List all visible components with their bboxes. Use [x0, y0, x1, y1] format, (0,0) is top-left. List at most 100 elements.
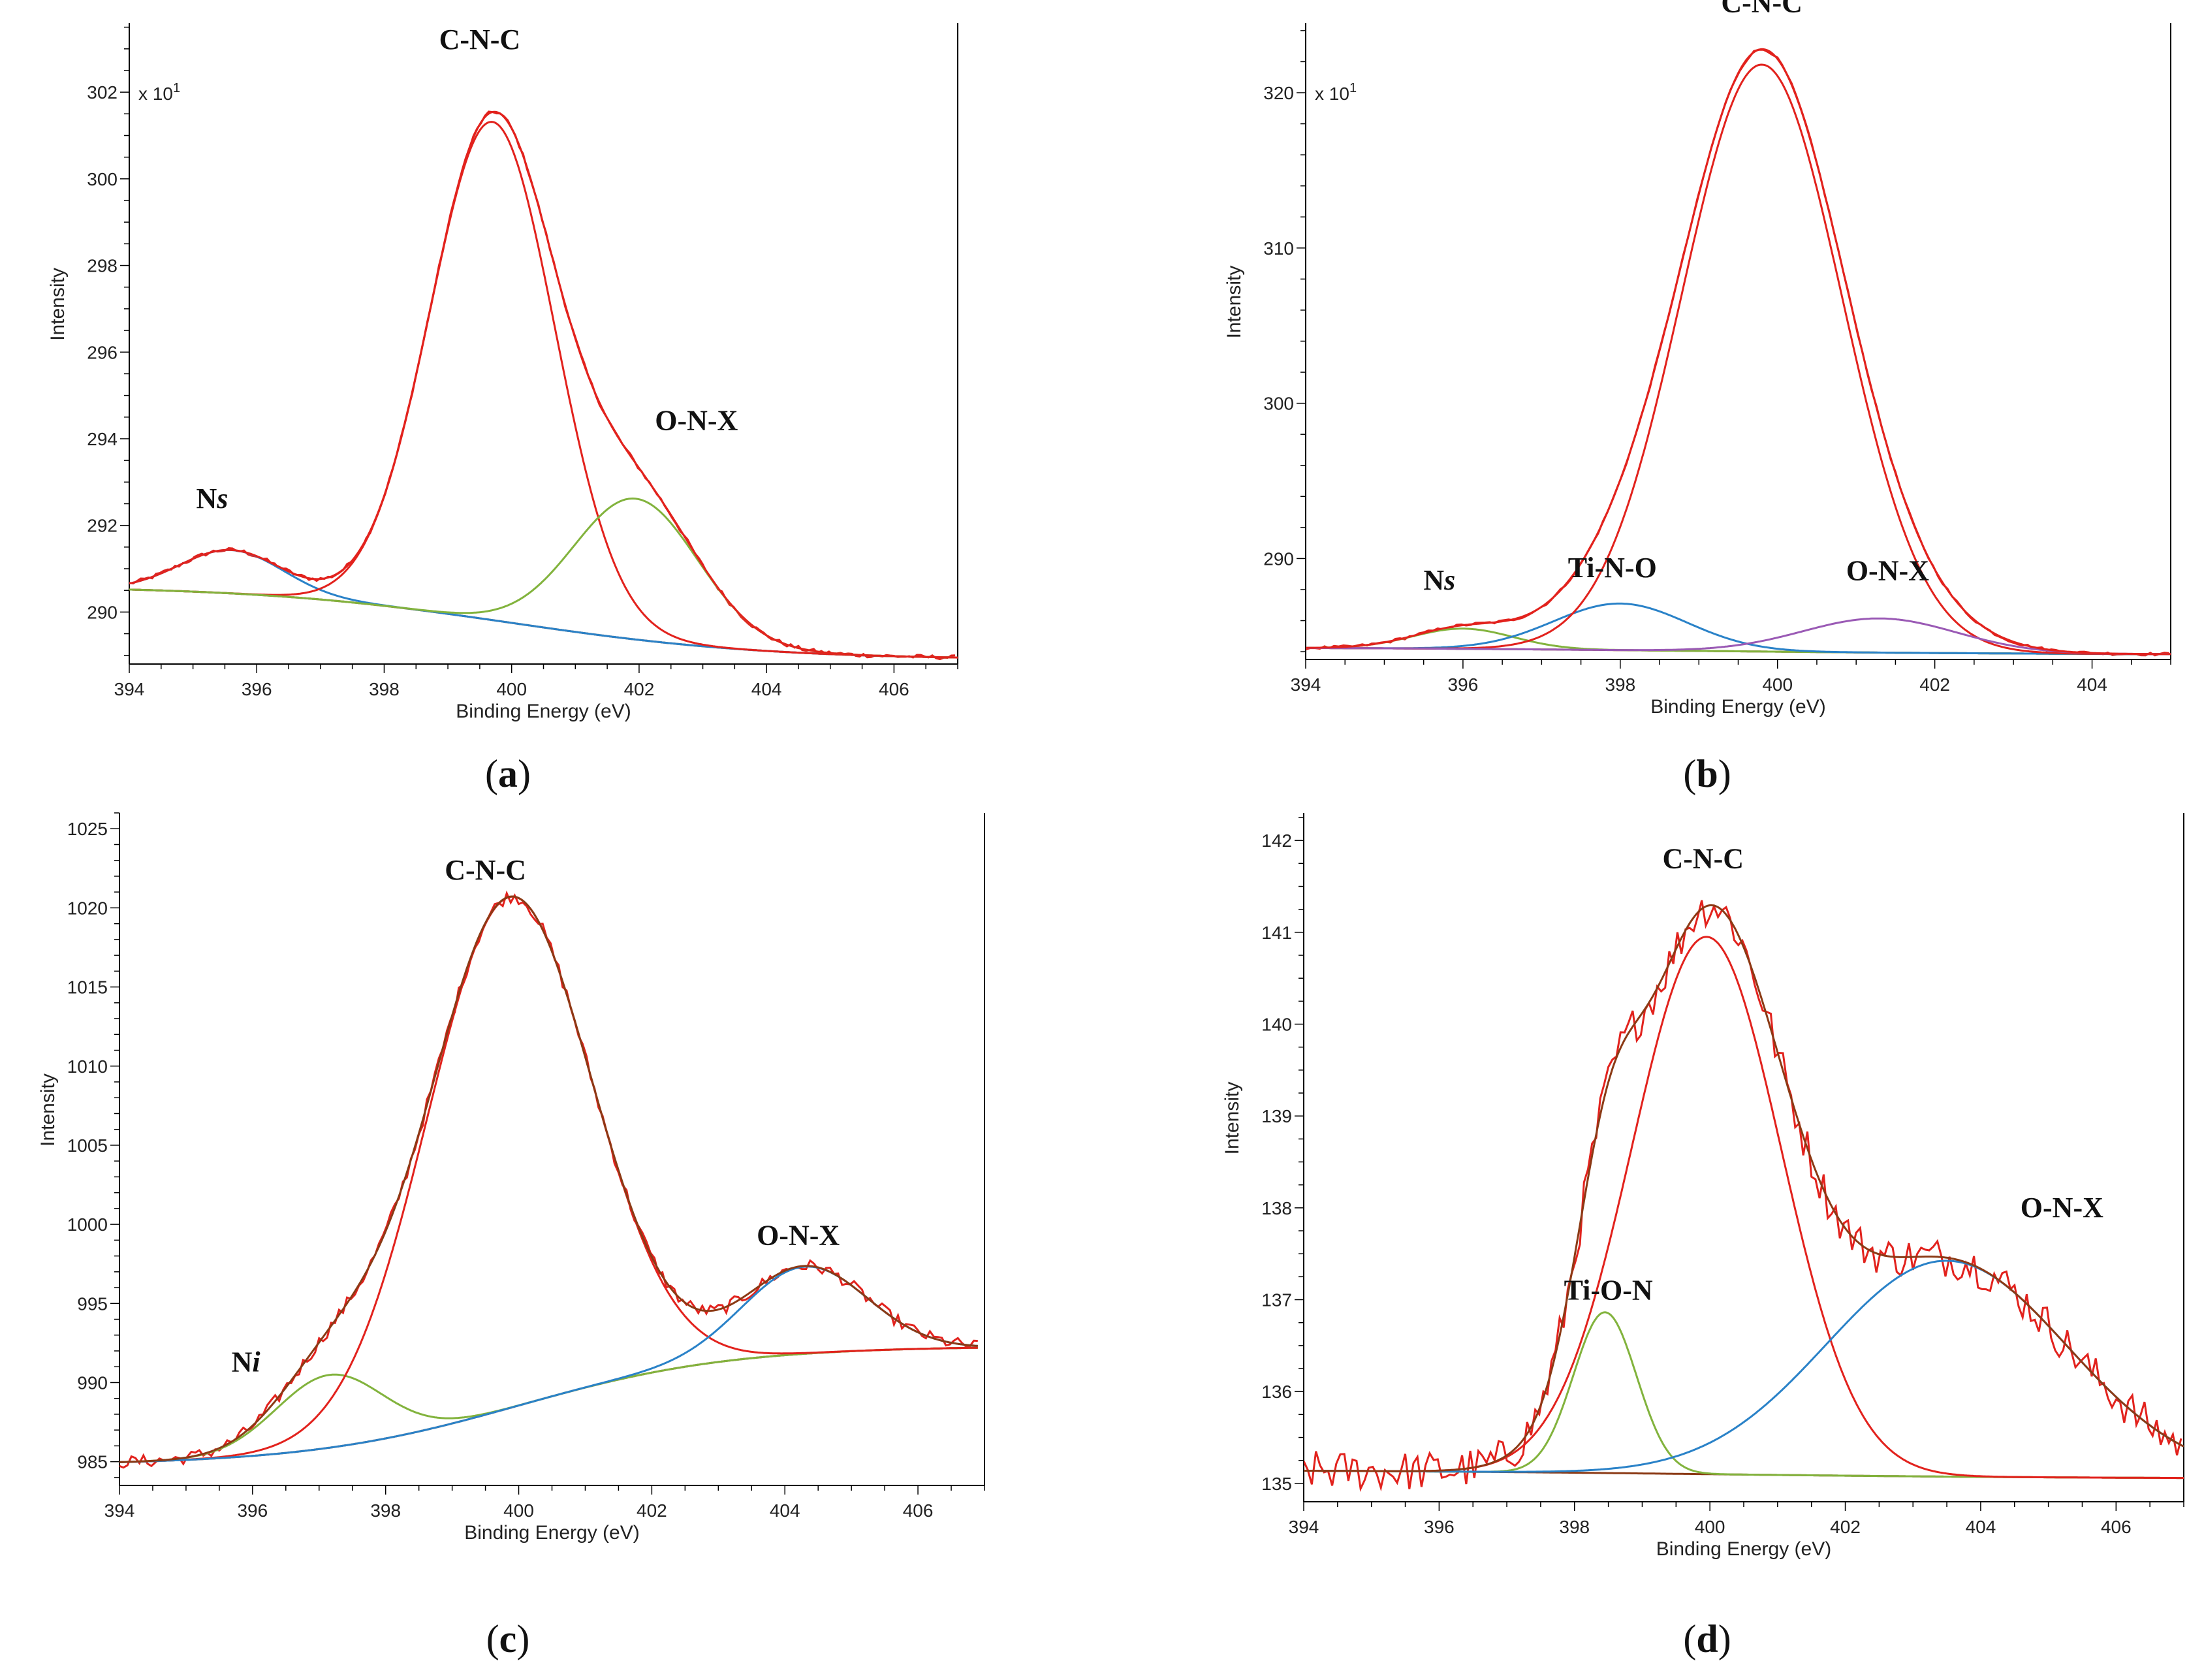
y-tick-label: 1005	[67, 1135, 108, 1156]
panel-label: (a)	[485, 752, 531, 795]
x-axis-title: Binding Energy (eV)	[1656, 1538, 1831, 1560]
x-tick-label: 404	[1966, 1517, 1996, 1537]
peak-label: Ns	[1423, 564, 1455, 596]
peak-label: C-N-C	[445, 854, 526, 886]
y-tick-label: 141	[1261, 923, 1292, 943]
y-tick-label: 292	[87, 516, 118, 536]
y-tick-label: 995	[77, 1293, 108, 1314]
x-tick-label: 394	[1291, 674, 1321, 695]
raw-spectrum-line	[129, 110, 956, 661]
panel-label: (b)	[1683, 752, 1731, 795]
peak-label: O-N-X	[2021, 1192, 2103, 1224]
x-tick-label: 402	[1919, 674, 1950, 695]
peak-label: Ns	[196, 483, 228, 515]
y-tick-label: 136	[1261, 1382, 1292, 1402]
y-tick-label: 300	[1263, 394, 1294, 414]
y-tick-label: 310	[1263, 238, 1294, 259]
background-line	[129, 588, 958, 659]
x-tick-label: 394	[104, 1500, 135, 1521]
y-tick-label: 135	[1261, 1474, 1292, 1494]
y-axis-title: Intensity	[47, 268, 69, 341]
y-tick-label: 1025	[67, 819, 108, 839]
y-tick-label: 1000	[67, 1214, 108, 1235]
peak-label: C-N-C	[1721, 0, 1803, 18]
fit-envelope-line	[1306, 48, 2171, 656]
x-tick-label: 400	[496, 679, 527, 699]
x-tick-label: 400	[1695, 1517, 1725, 1537]
x-tick-label: 400	[1762, 674, 1793, 695]
component-peak-o-n-x	[1306, 617, 2171, 656]
y-axis-title: Intensity	[37, 1073, 59, 1147]
peak-label: C-N-C	[439, 24, 521, 55]
y-tick-label: 294	[87, 429, 118, 449]
x-tick-label: 402	[1830, 1517, 1861, 1537]
x-tick-label: 396	[1448, 674, 1479, 695]
plot-area	[129, 110, 958, 661]
x-axis-title: Binding Energy (eV)	[456, 701, 631, 722]
x-axis-title: Binding Energy (eV)	[464, 1522, 639, 1544]
y-tick-label: 137	[1261, 1290, 1292, 1310]
panel-label: (d)	[1683, 1617, 1731, 1660]
x-tick-label: 396	[1424, 1517, 1455, 1537]
panel-b: 394 396 398 400 402 404 290 300 310 320 Binding En…	[1223, 0, 2171, 795]
x-tick-label: 396	[242, 679, 272, 699]
peak-label: Ni	[232, 1346, 261, 1378]
y-tick-label: 298	[87, 256, 118, 276]
y-tick-label: 138	[1261, 1198, 1292, 1218]
peak-label: O-N-X	[655, 405, 738, 437]
component-peak-c-n-c	[129, 121, 958, 659]
fit-envelope-line	[129, 110, 958, 659]
y-axis-title: Intensity	[1223, 266, 1245, 339]
fit-envelope-line	[1304, 904, 2184, 1472]
peak-label: O-N-X	[1846, 555, 1929, 587]
y-tick-label: 296	[87, 342, 118, 362]
axis-multiplier: x 101	[138, 81, 180, 104]
y-tick-label: 990	[77, 1372, 108, 1393]
plot-area	[1304, 900, 2184, 1492]
y-tick-label: 1010	[67, 1056, 108, 1077]
y-tick-label: 985	[77, 1452, 108, 1472]
y-tick-label: 300	[87, 169, 118, 189]
x-tick-label: 404	[751, 679, 782, 699]
x-tick-label: 404	[770, 1500, 800, 1521]
fit-envelope-line	[119, 895, 978, 1463]
x-tick-label: 404	[2077, 674, 2107, 695]
y-tick-label: 290	[1263, 548, 1294, 569]
x-tick-label: 406	[879, 679, 909, 699]
x-tick-label: 402	[637, 1500, 667, 1521]
raw-spectrum-line	[1304, 900, 2182, 1492]
component-peak-ns	[129, 548, 958, 659]
panel-c: 394 396 398 400 402 404 406 985 990 995 1000 1005 10…	[37, 812, 985, 1660]
y-tick-label: 1015	[67, 977, 108, 998]
panel-label: (c)	[486, 1617, 530, 1660]
x-tick-label: 398	[370, 1500, 401, 1521]
peak-label: Ti-N-O	[1568, 552, 1657, 584]
component-peak-o-n-x	[1304, 1260, 2184, 1473]
x-tick-label: 396	[237, 1500, 268, 1521]
peak-label: C-N-C	[1662, 842, 1744, 874]
panel-d: 394 396 398 400 402 404 406 135 136 137 138 139 140 1…	[1221, 813, 2184, 1660]
axis-multiplier: x 101	[1315, 81, 1357, 104]
y-tick-label: 302	[87, 82, 118, 103]
panel-a: 394 396 398 400 402 404 406 290 292 294 296 298 300 3…	[47, 23, 958, 795]
x-tick-label: 398	[369, 679, 400, 699]
peak-label: Ti-O-N	[1564, 1275, 1653, 1307]
x-axis-title: Binding Energy (eV)	[1650, 696, 1825, 718]
y-tick-label: 140	[1261, 1015, 1292, 1035]
plot-area	[1306, 48, 2171, 657]
y-tick-label: 1020	[67, 898, 108, 918]
peak-label: O-N-X	[757, 1220, 840, 1252]
y-tick-label: 290	[87, 602, 118, 622]
x-tick-label: 400	[503, 1500, 534, 1521]
y-tick-label: 139	[1261, 1106, 1292, 1126]
component-peak-ti-n-o	[1306, 602, 2171, 656]
x-tick-label: 406	[903, 1500, 934, 1521]
y-tick-label: 142	[1261, 831, 1292, 851]
x-tick-label: 394	[114, 679, 145, 699]
component-peak-o-n-x	[129, 497, 958, 659]
x-tick-label: 398	[1605, 674, 1635, 695]
y-tick-label: 320	[1263, 83, 1294, 103]
x-tick-label: 406	[2101, 1517, 2132, 1537]
raw-spectrum-line	[119, 890, 978, 1469]
